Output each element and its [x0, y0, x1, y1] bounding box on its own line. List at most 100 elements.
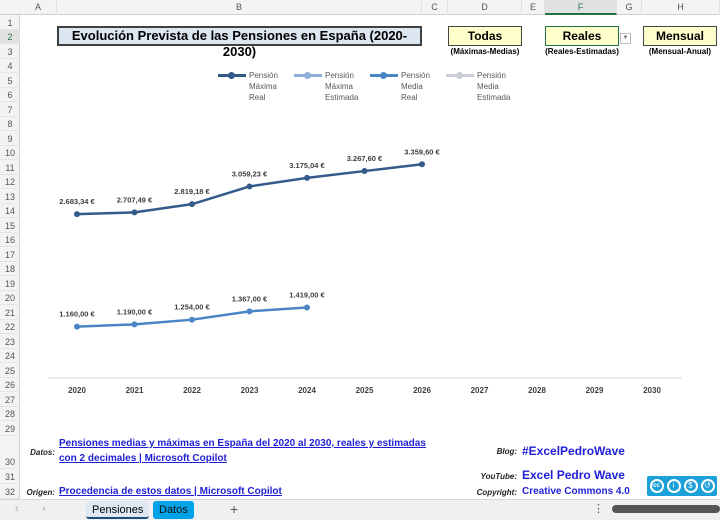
data-label: 1.190,00 € — [117, 307, 153, 316]
data-point — [74, 323, 80, 330]
data-label: 3.059,23 € — [232, 169, 268, 178]
dropdown-arrow-icon[interactable]: ▼ — [620, 33, 631, 44]
row-header[interactable]: 20 — [0, 291, 20, 305]
data-point — [131, 209, 138, 216]
data-point — [246, 308, 253, 315]
legend-item[interactable]: Pensión Media Estimada — [446, 70, 522, 103]
tab-datos[interactable]: Datos — [153, 501, 194, 519]
column-header[interactable]: G — [617, 0, 642, 15]
row-header[interactable]: 21 — [0, 305, 20, 320]
legend-item[interactable]: Pensión Media Real — [370, 70, 446, 103]
row-header[interactable]: 17 — [0, 247, 20, 262]
selector-mensual-anual[interactable]: Mensual — [643, 26, 717, 46]
row-header[interactable]: 26 — [0, 378, 20, 392]
data-label: 2.819,18 € — [174, 187, 210, 196]
youtube-label: YouTube: — [480, 472, 517, 481]
data-point — [246, 183, 253, 190]
line-chart: 2020 2021 2022 2023 2024 2025 2026 2027 2028 2029… — [48, 147, 682, 395]
row-header[interactable]: 25 — [0, 363, 20, 378]
more-options-icon[interactable]: ⋮ — [593, 503, 604, 515]
data-label: 3.175,04 € — [289, 161, 325, 170]
legend-label: Pensión Máxima Real — [249, 71, 278, 102]
x-tick-label: 2024 — [298, 386, 316, 395]
data-label: 2.683,34 € — [59, 197, 95, 206]
data-point — [361, 168, 368, 175]
row-header[interactable]: 12 — [0, 175, 20, 189]
data-point — [304, 174, 310, 181]
column-header[interactable]: E — [522, 0, 545, 15]
x-tick-label: 2020 — [68, 386, 86, 395]
row-header[interactable]: 10 — [0, 146, 20, 160]
chart-legend: Pensión Máxima Real Pensión Máxima Estimada Pe… — [218, 70, 522, 103]
row-headers: 1 2 3 4 5 6 7 8 9 10 11 12 13 14 15 16 17 18 19 20 21 22 23 24 2… — [0, 15, 20, 499]
datos-link-line1[interactable]: Pensiones medias y máximas en España del… — [59, 438, 426, 449]
cc-license-badge[interactable]: cc i $ ↺ — [647, 476, 717, 496]
copyright-label: Copyright: — [476, 488, 517, 497]
legend-marker-icon — [218, 70, 246, 81]
row-header[interactable]: 18 — [0, 262, 20, 276]
add-sheet-icon[interactable]: + — [230, 501, 239, 517]
data-label: 1.367,00 € — [232, 294, 268, 303]
horizontal-scrollbar[interactable] — [612, 505, 720, 513]
origen-link[interactable]: Procedencia de estos datos | Microsoft C… — [59, 486, 282, 497]
legend-label: Pensión Media Real — [401, 71, 430, 102]
data-label: 1.160,00 € — [59, 310, 95, 319]
x-tick-label: 2028 — [528, 386, 546, 395]
legend-label: Pensión Máxima Estimada — [325, 71, 359, 102]
x-tick-label: 2029 — [586, 386, 604, 395]
row-header[interactable]: 24 — [0, 349, 20, 363]
row-header[interactable]: 30 — [0, 436, 20, 469]
origen-label: Origen: — [26, 488, 55, 497]
legend-marker-icon — [370, 70, 398, 81]
x-tick-label: 2027 — [471, 386, 489, 395]
row-header[interactable]: 7 — [0, 102, 20, 117]
row-header[interactable]: 19 — [0, 276, 20, 291]
row-header[interactable]: 16 — [0, 233, 20, 247]
selector-caption: (Reales-Estimadas) — [545, 47, 619, 56]
row-header[interactable]: 31 — [0, 469, 20, 484]
selector-caption: (Máximas-Medias) — [450, 47, 520, 56]
selector-reales-estimadas[interactable]: Reales — [545, 26, 619, 46]
row-header[interactable]: 22 — [0, 320, 20, 334]
datos-link-line2[interactable]: con 2 decimales | Microsoft Copilot — [59, 453, 227, 464]
selector-caption: (Mensual-Anual) — [648, 47, 712, 56]
by-icon: i — [666, 479, 681, 493]
data-point — [189, 316, 195, 323]
tab-pensiones[interactable]: Pensiones — [86, 501, 150, 519]
sheet-title: Evolución Prevista de las Pensiones en E… — [57, 26, 422, 59]
row-header[interactable]: 15 — [0, 218, 20, 233]
prev-sheet-icon[interactable]: ‹ — [15, 503, 19, 515]
legend-item[interactable]: Pensión Máxima Estimada — [294, 70, 370, 103]
row-header[interactable]: 13 — [0, 189, 20, 204]
row-header[interactable]: 4 — [0, 59, 20, 73]
row-header[interactable]: 3 — [0, 44, 20, 59]
row-header[interactable]: 32 — [0, 484, 20, 499]
legend-label: Pensión Media Estimada — [477, 71, 511, 102]
row-header[interactable]: 29 — [0, 421, 20, 436]
x-tick-label: 2023 — [241, 386, 259, 395]
column-header[interactable]: A — [20, 0, 57, 15]
column-header[interactable]: B — [57, 0, 422, 15]
youtube-link[interactable]: Excel Pedro Wave — [522, 468, 625, 482]
row-header[interactable]: 1 — [0, 15, 20, 30]
row-header[interactable]: 5 — [0, 73, 20, 88]
next-sheet-icon[interactable]: › — [42, 503, 46, 515]
column-header[interactable]: D — [448, 0, 522, 15]
data-point — [419, 161, 425, 168]
selector-maximas-medias[interactable]: Todas — [448, 26, 522, 46]
row-header[interactable]: 11 — [0, 160, 20, 175]
row-header[interactable]: 27 — [0, 392, 20, 407]
blog-link[interactable]: #ExcelPedroWave — [522, 444, 625, 458]
column-header[interactable]: F — [545, 0, 617, 15]
column-header[interactable]: C — [422, 0, 448, 15]
x-tick-label: 2030 — [643, 386, 661, 395]
row-header[interactable]: 14 — [0, 204, 20, 218]
row-header[interactable]: 6 — [0, 88, 20, 102]
legend-item[interactable]: Pensión Máxima Real — [218, 70, 294, 103]
row-header[interactable]: 23 — [0, 334, 20, 349]
row-header[interactable]: 9 — [0, 131, 20, 146]
row-header[interactable]: 2 — [0, 29, 20, 44]
copyright-value: Creative Commons 4.0 — [522, 486, 630, 497]
row-header[interactable]: 8 — [0, 117, 20, 131]
row-header[interactable]: 28 — [0, 407, 20, 421]
